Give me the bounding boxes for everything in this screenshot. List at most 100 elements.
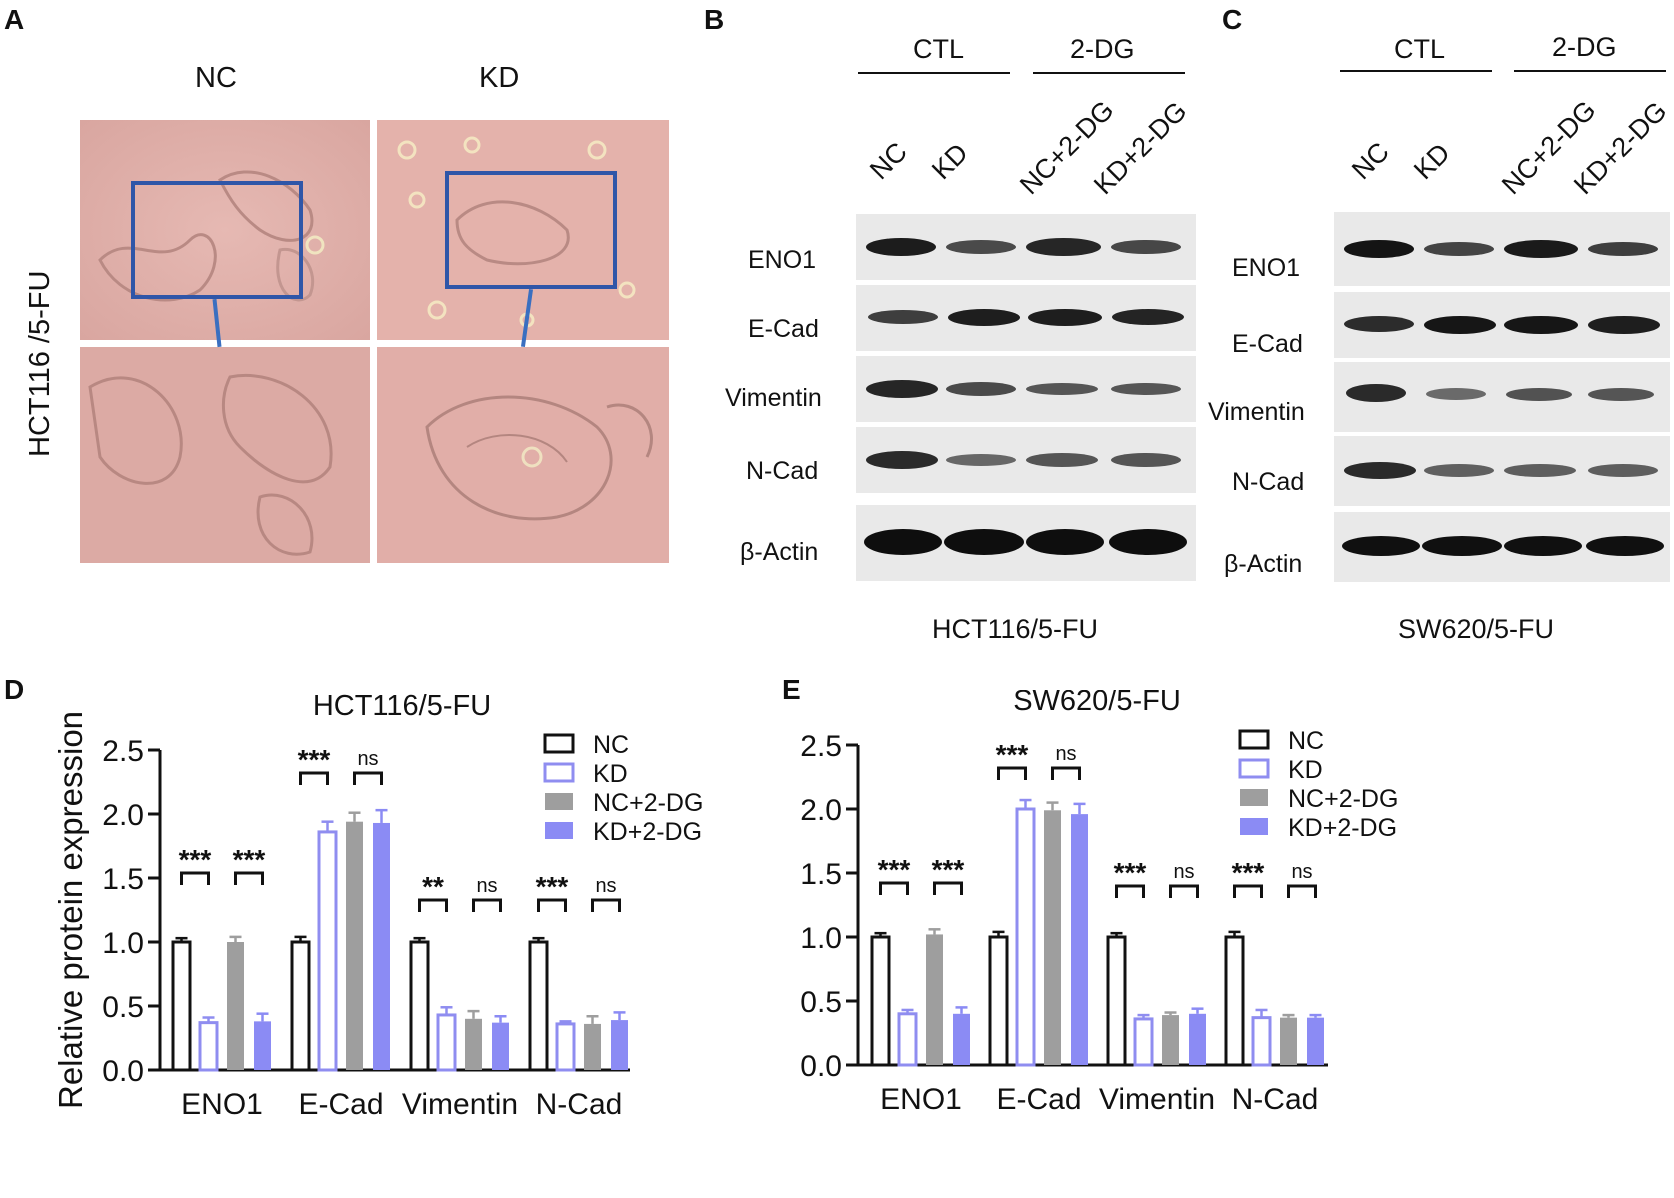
significance-label: ** [422, 871, 444, 902]
panel-label-a: A [4, 4, 25, 35]
legend-label: KD+2-DG [1288, 814, 1397, 842]
significance-label: *** [179, 844, 212, 875]
bar [528, 940, 549, 1072]
blot-row-label: Vimentin [725, 384, 822, 412]
western-blot-actin [1334, 512, 1670, 582]
blot-row-label: ENO1 [1232, 254, 1301, 282]
significance-label: ns [1055, 743, 1076, 765]
significance-bracket [1233, 884, 1263, 898]
bar [346, 821, 363, 1070]
significance-bracket [879, 881, 909, 895]
significance-bracket [933, 881, 963, 895]
significance-label: ns [1291, 861, 1312, 883]
group-line-ctl [858, 72, 1010, 74]
bar [953, 1013, 970, 1065]
micrograph-kd-overview [377, 120, 669, 340]
legend-swatch [1238, 729, 1270, 750]
group-label-ctl: CTL [1394, 34, 1446, 64]
x-tick-label: ENO1 [880, 1083, 962, 1116]
legend-swatch [545, 822, 573, 839]
legend-swatch [1240, 818, 1268, 835]
significance-label: ns [357, 748, 378, 770]
blot-caption-c: SW620/5-FU [1398, 614, 1555, 644]
significance-label: ns [476, 875, 497, 897]
y-tick-label: 0.5 [102, 991, 144, 1024]
blot-row-label: ENO1 [748, 246, 817, 274]
chart-title: SW620/5-FU [1013, 690, 1181, 717]
lane-label: KD [926, 137, 974, 186]
y-tick-label: 0.0 [800, 1050, 842, 1083]
x-tick-label: N-Cad [1232, 1083, 1319, 1116]
y-tick-label: 1.5 [102, 863, 144, 896]
significance-bracket [537, 898, 567, 912]
significance-bracket [591, 898, 621, 912]
bar [1307, 1017, 1324, 1065]
cell-line-label: HCT116 /5-FU [24, 270, 56, 457]
bar [409, 940, 430, 1072]
y-tick-label: 2.5 [102, 735, 144, 768]
bar [171, 940, 192, 1072]
bar [1162, 1015, 1179, 1065]
legend-label: KD [593, 760, 628, 788]
y-tick-label: 2.0 [800, 794, 842, 827]
legend-label: KD [1288, 756, 1323, 784]
bar [926, 934, 943, 1065]
y-tick-label: 1.0 [800, 922, 842, 955]
bar [436, 1013, 457, 1072]
bar [1189, 1013, 1206, 1065]
significance-bracket [418, 898, 448, 912]
significance-label: *** [298, 744, 331, 775]
blot-row-label: Vimentin [1208, 398, 1305, 426]
significance-label: *** [536, 871, 569, 902]
western-blot-vimentin [856, 356, 1196, 422]
group-label-ctl: CTL [913, 34, 965, 64]
significance-label: ns [595, 875, 616, 897]
x-tick-label: E-Cad [996, 1083, 1081, 1116]
y-tick-label: 2.0 [102, 799, 144, 832]
western-blot-eno1 [1334, 212, 1670, 286]
bar [1015, 807, 1036, 1067]
chart-title: HCT116/5-FU [313, 690, 491, 722]
western-blot-actin [856, 505, 1196, 581]
significance-label: *** [1114, 857, 1147, 888]
significance-bracket [180, 871, 210, 885]
lane-label: NC [864, 136, 913, 186]
bar [1044, 810, 1061, 1065]
bar [988, 935, 1009, 1067]
legend-label: NC [593, 731, 629, 759]
significance-bracket [1287, 884, 1317, 898]
group-line-2dg [1033, 72, 1185, 74]
significance-bracket [1169, 884, 1199, 898]
bar [1071, 814, 1088, 1065]
significance-bracket [997, 766, 1027, 780]
legend-label: NC+2-DG [1288, 785, 1398, 813]
western-blot-ncad [1334, 436, 1670, 506]
significance-label: *** [1232, 857, 1265, 888]
significance-label: *** [878, 854, 911, 885]
bar [373, 822, 390, 1070]
lane-label: KD [1408, 137, 1456, 186]
bar [1224, 935, 1245, 1067]
column-label-nc: NC [195, 62, 237, 94]
bar [611, 1020, 628, 1070]
western-blot-ecad [1334, 292, 1670, 358]
legend-swatch [545, 793, 573, 810]
significance-bracket [1051, 766, 1081, 780]
significance-label: *** [233, 844, 266, 875]
micrograph-nc-overview [80, 120, 370, 340]
x-tick-label: Vimentin [402, 1088, 518, 1121]
blot-row-label: N-Cad [746, 457, 819, 485]
significance-label: ns [1173, 861, 1194, 883]
bar [290, 940, 311, 1072]
significance-label: *** [996, 739, 1029, 770]
significance-label: *** [932, 854, 965, 885]
micrograph-nc-zoom [80, 347, 370, 563]
legend-label: KD+2-DG [593, 818, 702, 846]
panel-label-c: C [1222, 4, 1243, 35]
legend-swatch [543, 733, 575, 754]
western-blot-vimentin [1334, 362, 1670, 432]
x-tick-label: N-Cad [536, 1088, 623, 1121]
bar [1280, 1017, 1297, 1065]
blot-row-label: E-Cad [748, 315, 819, 343]
